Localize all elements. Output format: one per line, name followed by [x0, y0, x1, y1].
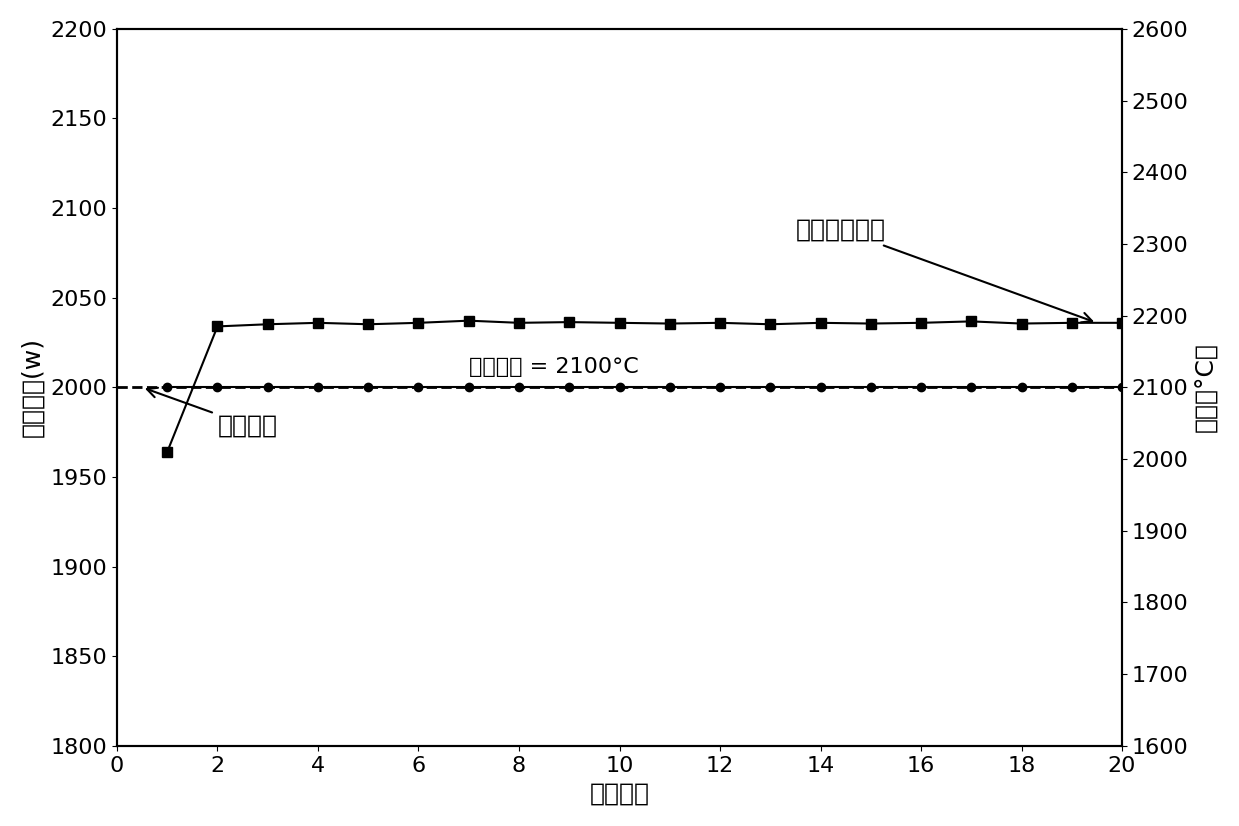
Text: 熔池最大温度: 熔池最大温度	[795, 218, 1092, 322]
Text: 激光功率: 激光功率	[147, 387, 278, 437]
Text: 设定温度 = 2100°C: 设定温度 = 2100°C	[468, 357, 638, 377]
X-axis label: 熔池个数: 熔池个数	[590, 781, 649, 805]
Y-axis label: 温度（°C）: 温度（°C）	[1194, 343, 1218, 432]
Y-axis label: 激光功率(w): 激光功率(w)	[21, 337, 45, 437]
